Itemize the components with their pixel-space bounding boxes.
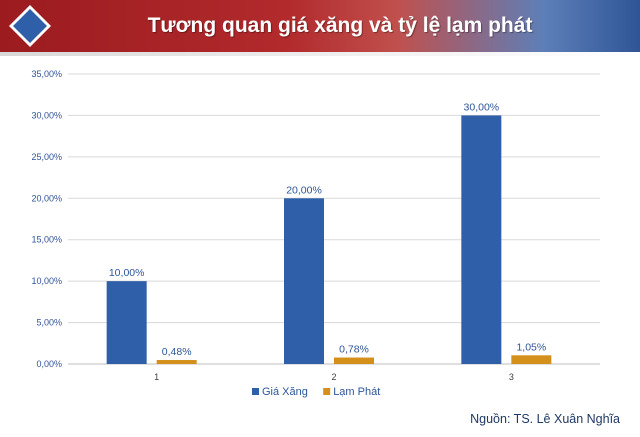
chart-area: 0,00% 5,00% 10,00% 15,00% 20,00% 25,00% 30,00%… bbox=[4, 56, 636, 432]
y-tick-label: 10,00% bbox=[31, 276, 62, 286]
x-tick-label: 3 bbox=[509, 372, 514, 382]
x-tick-label: 2 bbox=[331, 372, 336, 382]
legend-label: Lạm Phát bbox=[333, 386, 380, 398]
bar bbox=[461, 115, 502, 364]
legend-label: Giá Xăng bbox=[262, 386, 308, 398]
data-label: 20,00% bbox=[286, 184, 322, 196]
y-tick-label: 0,00% bbox=[36, 359, 62, 369]
y-tick-label: 15,00% bbox=[31, 235, 62, 245]
y-tick-label: 20,00% bbox=[31, 193, 62, 203]
diamond-logo-icon bbox=[9, 5, 51, 47]
data-label: 1,05% bbox=[516, 341, 546, 353]
page-title: Tương quan giá xăng và tỷ lệ lạm phát bbox=[147, 14, 533, 37]
source-note: Nguồn: TS. Lê Xuân Nghĩa bbox=[470, 412, 620, 426]
y-tick-label: 30,00% bbox=[31, 110, 62, 120]
bar bbox=[106, 281, 147, 364]
y-tick-label: 25,00% bbox=[31, 152, 62, 162]
x-tick-label: 1 bbox=[154, 372, 159, 382]
bar bbox=[334, 357, 374, 364]
legend-swatch bbox=[252, 388, 259, 395]
data-label: 0,48% bbox=[162, 346, 192, 358]
bar bbox=[511, 355, 552, 364]
data-label: 30,00% bbox=[464, 101, 500, 113]
data-label: 10,00% bbox=[109, 267, 145, 279]
y-tick-label: 5,00% bbox=[36, 318, 62, 328]
bar bbox=[284, 198, 324, 364]
legend-swatch bbox=[323, 388, 331, 395]
data-label: 0,78% bbox=[339, 344, 369, 356]
bar bbox=[156, 360, 197, 364]
banner-divider bbox=[0, 52, 640, 56]
y-tick-label: 35,00% bbox=[31, 69, 62, 79]
title-banner: Tương quan giá xăng và tỷ lệ lạm phát bbox=[0, 0, 640, 52]
bar-chart: 0,00% 5,00% 10,00% 15,00% 20,00% 25,00% 30,00%… bbox=[31, 69, 600, 398]
